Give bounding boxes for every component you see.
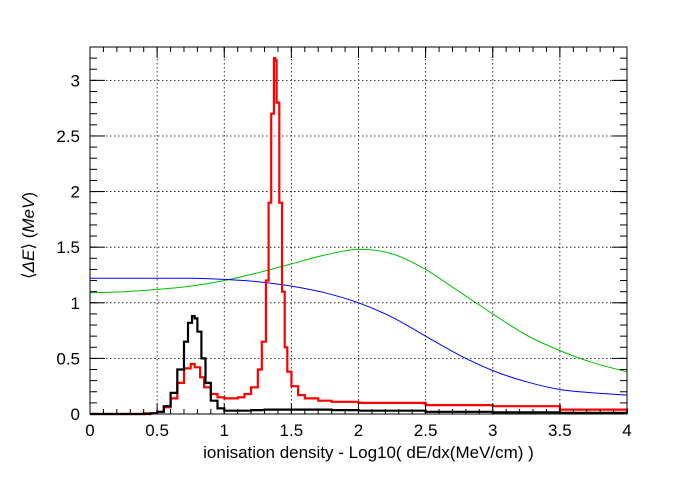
x-tick-label: 3.5 <box>548 421 572 440</box>
x-tick-label: 1 <box>220 421 229 440</box>
y-axis-title-end: ) <box>19 192 38 198</box>
plot-frame <box>89 46 628 415</box>
x-axis-title: ionisation density - Log10( dE/dx(MeV/cm… <box>203 443 534 462</box>
series-line-1 <box>89 277 628 396</box>
x-tick-label: 4 <box>622 421 631 440</box>
x-tick-label: 2.5 <box>414 421 438 440</box>
y-tick-label: 0 <box>71 405 80 424</box>
y-tick-label: 1.5 <box>56 238 80 257</box>
x-tick-label: 0 <box>85 421 94 440</box>
y-axis-title-unit: MeV <box>19 196 38 233</box>
y-tick-label: 3 <box>71 71 80 90</box>
tick-layer: 0 0.5 1 1.5 2 2.5 3 3.5 4 0 0.5 1 1.5 2 2.5 3 <box>56 46 632 440</box>
y-axis-title: ⟨ΔE⟩ (MeV) <box>19 192 38 279</box>
y-axis-title-symbol: ΔE <box>19 249 38 273</box>
series-line-0 <box>89 248 628 373</box>
x-tick-label: 0.5 <box>145 421 169 440</box>
y-tick-label: 2 <box>71 183 80 202</box>
x-tick-label: 1.5 <box>280 421 304 440</box>
y-tick-label: 1 <box>71 294 80 313</box>
y-axis-title-close: ⟩ ( <box>19 232 38 249</box>
x-tick-label: 2 <box>354 421 363 440</box>
grid-layer <box>90 47 627 414</box>
y-axis-title-open: ⟨ <box>19 272 38 279</box>
x-tick-label: 3 <box>488 421 497 440</box>
y-tick-label: 0.5 <box>56 349 80 368</box>
y-tick-label: 2.5 <box>56 127 80 146</box>
